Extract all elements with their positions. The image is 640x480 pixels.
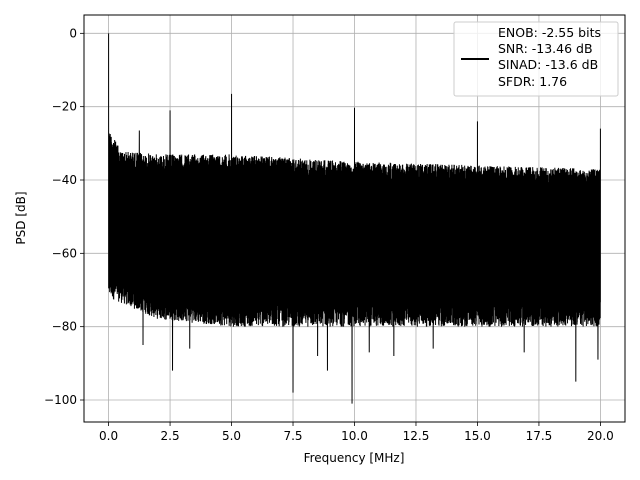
x-axis-label: Frequency [MHz] [304,451,405,465]
x-tick-label: 5.0 [222,429,241,443]
y-tick-label: −80 [52,320,77,334]
legend-box [453,21,619,97]
x-tick-label: 20.0 [587,429,614,443]
y-tick-label: −60 [52,246,77,260]
x-axis-ticks: 0.0 2.5 5.0 7.5 10.0 12.5 15.0 17.5 20.0 [99,422,614,443]
legend: ENOB: -2.55 bits SNR: -13.46 dB SINAD: -… [453,21,619,97]
legend-line-3: SINAD: -13.6 dB [498,57,598,72]
x-tick-label: 2.5 [161,429,180,443]
y-axis-ticks: 0 −20 −40 −60 −80 −100 [44,26,84,407]
y-tick-label: 0 [69,26,77,40]
psd-trace [108,33,601,404]
y-axis-label: PSD [dB] [14,191,28,244]
y-tick-label: −40 [52,173,77,187]
x-tick-label: 12.5 [403,429,430,443]
y-tick-label: −20 [52,100,77,114]
legend-line-2: SNR: -13.46 dB [498,41,593,56]
x-tick-label: 17.5 [526,429,553,443]
x-tick-label: 0.0 [99,429,118,443]
y-tick-label: −100 [44,393,77,407]
x-tick-label: 15.0 [464,429,491,443]
legend-line-4: SFDR: 1.76 [498,74,567,89]
psd-line [108,33,601,404]
x-tick-label: 10.0 [341,429,368,443]
legend-line-1: ENOB: -2.55 bits [498,25,601,40]
x-tick-label: 7.5 [283,429,302,443]
